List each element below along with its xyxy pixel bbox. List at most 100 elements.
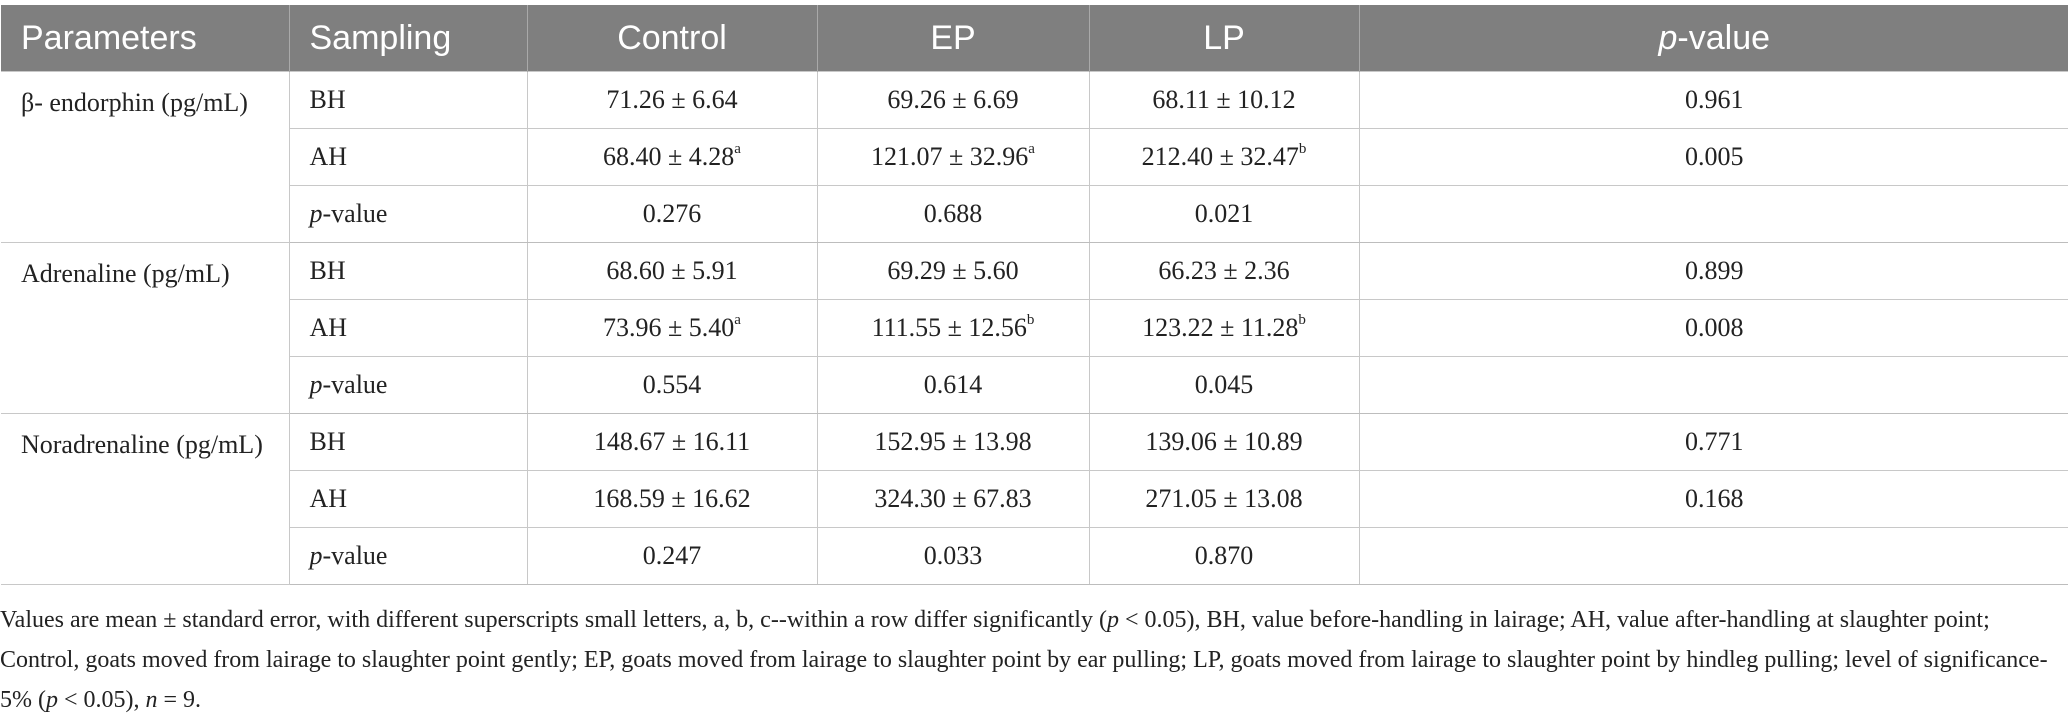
header-p-italic: p <box>1658 18 1678 57</box>
table-footnote: Values are mean ± standard error, with d… <box>0 600 2060 720</box>
header-ep: EP <box>817 5 1090 72</box>
ep-value: 111.55 ± 12.56 <box>871 313 1027 342</box>
lp-cell: 66.23 ± 2.36 <box>1088 242 1360 300</box>
sampling-cell: p-value <box>288 356 528 414</box>
p-value-cell <box>1358 527 2068 585</box>
lp-value: 0.870 <box>1194 541 1254 570</box>
ep-cell: 111.55 ± 12.56b <box>816 299 1090 357</box>
control-value: 73.96 ± 5.40 <box>603 313 735 342</box>
p-value-cell: 0.961 <box>1358 71 2068 129</box>
ep-value: 121.07 ± 32.96 <box>871 142 1029 171</box>
control-cell: 148.67 ± 16.11 <box>526 413 818 471</box>
p-value-cell <box>1358 356 2068 414</box>
sampling-cell: BH <box>288 242 528 300</box>
sampling-p-italic: p <box>309 541 323 570</box>
lp-cell: 212.40 ± 32.47b <box>1088 128 1360 186</box>
footnote-p-1: p <box>1106 607 1119 633</box>
footnote-p-2: p <box>45 687 58 713</box>
footnote-text-2: < 0.05), BH, value before-handling in la… <box>0 607 2048 713</box>
ep-superscript: b <box>1026 312 1035 329</box>
sampling-cell: BH <box>288 413 528 471</box>
control-cell: 0.276 <box>526 185 818 243</box>
control-cell: 71.26 ± 6.64 <box>526 71 818 129</box>
parameter-cell: β- endorphin (pg/mL) <box>1 71 290 243</box>
header-p-value: p-value <box>1359 5 2068 72</box>
lp-cell: 0.021 <box>1088 185 1360 243</box>
table-body: β- endorphin (pg/mL) BH 71.26 ± 6.64 69.26 … <box>1 71 2068 585</box>
lp-cell: 68.11 ± 10.12 <box>1088 71 1360 129</box>
sampling-cell: BH <box>288 71 528 129</box>
p-value-cell: 0.008 <box>1358 299 2068 357</box>
control-value: 0.276 <box>642 199 702 228</box>
header-p-rest: -value <box>1677 18 1771 57</box>
table-row: p-value 0.247 0.033 0.870 <box>1 527 2068 585</box>
sampling-p-rest: -value <box>322 199 388 228</box>
ep-cell: 0.033 <box>816 527 1090 585</box>
ep-value: 69.29 ± 5.60 <box>887 256 1019 285</box>
footnote-text-4: = 9. <box>157 687 202 713</box>
lp-cell: 0.870 <box>1088 527 1360 585</box>
header-row: Parameters Sampling Control EP LP p-valu… <box>1 5 2068 72</box>
control-cell: 0.554 <box>526 356 818 414</box>
control-cell: 0.247 <box>526 527 818 585</box>
table-row: Adrenaline (pg/mL) BH 68.60 ± 5.91 69.29 ± … <box>1 242 2068 414</box>
ep-value: 0.688 <box>923 199 983 228</box>
table-row: AH 73.96 ± 5.40a 111.55 ± 12.56b 123.22 ± 1… <box>1 299 2068 357</box>
lp-superscript: b <box>1298 141 1307 158</box>
lp-value: 0.021 <box>1194 199 1254 228</box>
table-row: p-value 0.276 0.688 0.021 <box>1 185 2068 243</box>
control-value: 68.40 ± 4.28 <box>603 142 735 171</box>
sampling-cell: AH <box>288 128 528 186</box>
lp-cell: 271.05 ± 13.08 <box>1088 470 1360 528</box>
ep-value: 0.614 <box>923 370 983 399</box>
sampling-cell: AH <box>288 470 528 528</box>
control-cell: 68.40 ± 4.28a <box>526 128 818 186</box>
sampling-cell: p-value <box>288 527 528 585</box>
lp-value: 123.22 ± 11.28 <box>1142 313 1299 342</box>
lp-cell: 123.22 ± 11.28b <box>1088 299 1360 357</box>
ep-value: 324.30 ± 67.83 <box>874 484 1032 513</box>
table-row: p-value 0.554 0.614 0.045 <box>1 356 2068 414</box>
ep-cell: 121.07 ± 32.96a <box>816 128 1090 186</box>
header-parameters: Parameters <box>1 5 290 72</box>
control-cell: 168.59 ± 16.62 <box>526 470 818 528</box>
control-value: 0.554 <box>642 370 702 399</box>
ep-cell: 0.614 <box>816 356 1090 414</box>
ep-value: 69.26 ± 6.69 <box>887 85 1019 114</box>
footnote-text-1: Values are mean ± standard error, with d… <box>0 607 1107 633</box>
results-table: Parameters Sampling Control EP LP p-valu… <box>1 5 2068 585</box>
ep-cell: 0.688 <box>816 185 1090 243</box>
control-value: 71.26 ± 6.64 <box>606 85 738 114</box>
lp-value: 139.06 ± 10.89 <box>1145 427 1303 456</box>
footnote-text-3: < 0.05), <box>57 687 146 713</box>
control-superscript: a <box>734 141 741 158</box>
p-value-cell: 0.899 <box>1358 242 2068 300</box>
lp-superscript: b <box>1298 312 1306 329</box>
ep-cell: 69.26 ± 6.69 <box>816 71 1090 129</box>
control-superscript: a <box>734 312 741 329</box>
p-value-cell: 0.168 <box>1358 470 2068 528</box>
ep-value: 0.033 <box>923 541 983 570</box>
header-control: Control <box>527 5 818 72</box>
sampling-cell: p-value <box>288 185 528 243</box>
lp-value: 212.40 ± 32.47 <box>1141 142 1299 171</box>
footnote-n: n <box>145 687 158 713</box>
control-value: 68.60 ± 5.91 <box>606 256 738 285</box>
p-value-cell: 0.005 <box>1358 128 2068 186</box>
control-cell: 73.96 ± 5.40a <box>526 299 818 357</box>
header-sampling: Sampling <box>289 5 528 72</box>
sampling-p-italic: p <box>309 370 323 399</box>
control-value: 168.59 ± 16.62 <box>593 484 751 513</box>
lp-cell: 0.045 <box>1088 356 1360 414</box>
control-value: 0.247 <box>642 541 702 570</box>
p-value-cell <box>1358 185 2068 243</box>
table-row: Noradrenaline (pg/mL) BH 148.67 ± 16.11 152… <box>1 413 2068 585</box>
lp-cell: 139.06 ± 10.89 <box>1088 413 1360 471</box>
table-row: AH 168.59 ± 16.62 324.30 ± 67.83 271.05 ± 1… <box>1 470 2068 528</box>
sampling-p-italic: p <box>309 199 323 228</box>
lp-value: 68.11 ± 10.12 <box>1152 85 1296 114</box>
header-lp: LP <box>1089 5 1360 72</box>
ep-value: 152.95 ± 13.98 <box>874 427 1032 456</box>
control-value: 148.67 ± 16.11 <box>593 427 751 456</box>
lp-value: 66.23 ± 2.36 <box>1158 256 1290 285</box>
